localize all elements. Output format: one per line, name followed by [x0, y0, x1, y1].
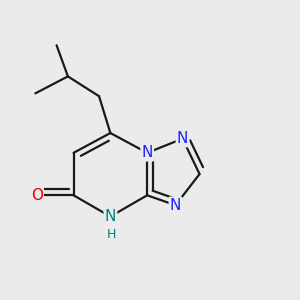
Text: N: N — [142, 145, 153, 160]
Text: H: H — [107, 228, 116, 241]
Text: N: N — [105, 209, 116, 224]
Text: N: N — [170, 198, 181, 213]
Text: O: O — [31, 188, 43, 203]
Text: N: N — [177, 131, 188, 146]
